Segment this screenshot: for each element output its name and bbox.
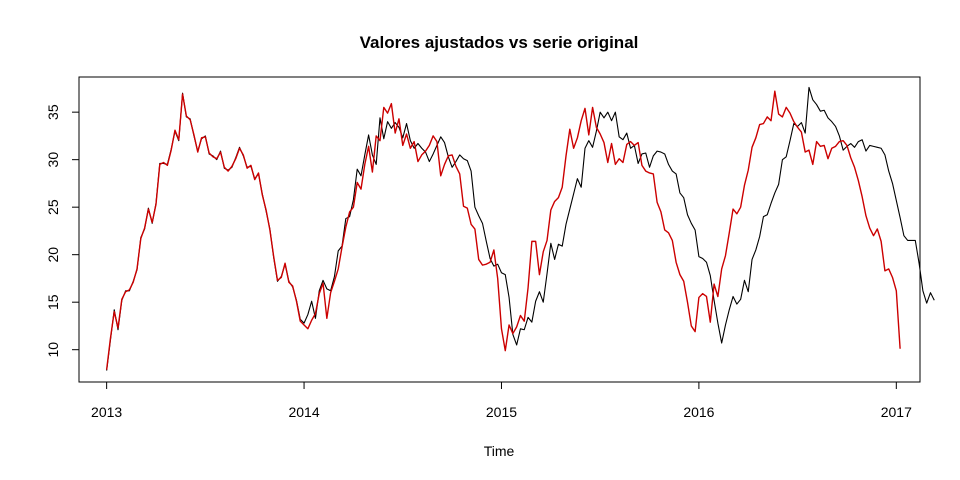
y-tick-label: 10 xyxy=(45,342,61,358)
y-tick-label: 15 xyxy=(45,294,61,310)
x-tick-label: 2014 xyxy=(288,404,319,420)
x-axis-label: Time xyxy=(484,443,515,459)
y-tick-label: 25 xyxy=(45,199,61,215)
x-tick-label: 2015 xyxy=(486,404,517,420)
x-tick-label: 2017 xyxy=(881,404,912,420)
y-tick-label: 20 xyxy=(45,247,61,263)
y-axis: 10 15 20 25 30 35 xyxy=(45,104,80,358)
series-line-0 xyxy=(106,86,935,371)
x-tick-label: 2016 xyxy=(683,404,714,420)
x-tick-label: 2013 xyxy=(91,404,122,420)
series-line-1 xyxy=(105,90,901,370)
x-axis: 2013 2014 2015 2016 2017 xyxy=(91,381,912,420)
series-layer xyxy=(105,86,935,371)
chart-title: Valores ajustados vs serie original xyxy=(360,33,639,52)
y-tick-label: 30 xyxy=(45,152,61,168)
y-tick-label: 35 xyxy=(45,104,61,120)
